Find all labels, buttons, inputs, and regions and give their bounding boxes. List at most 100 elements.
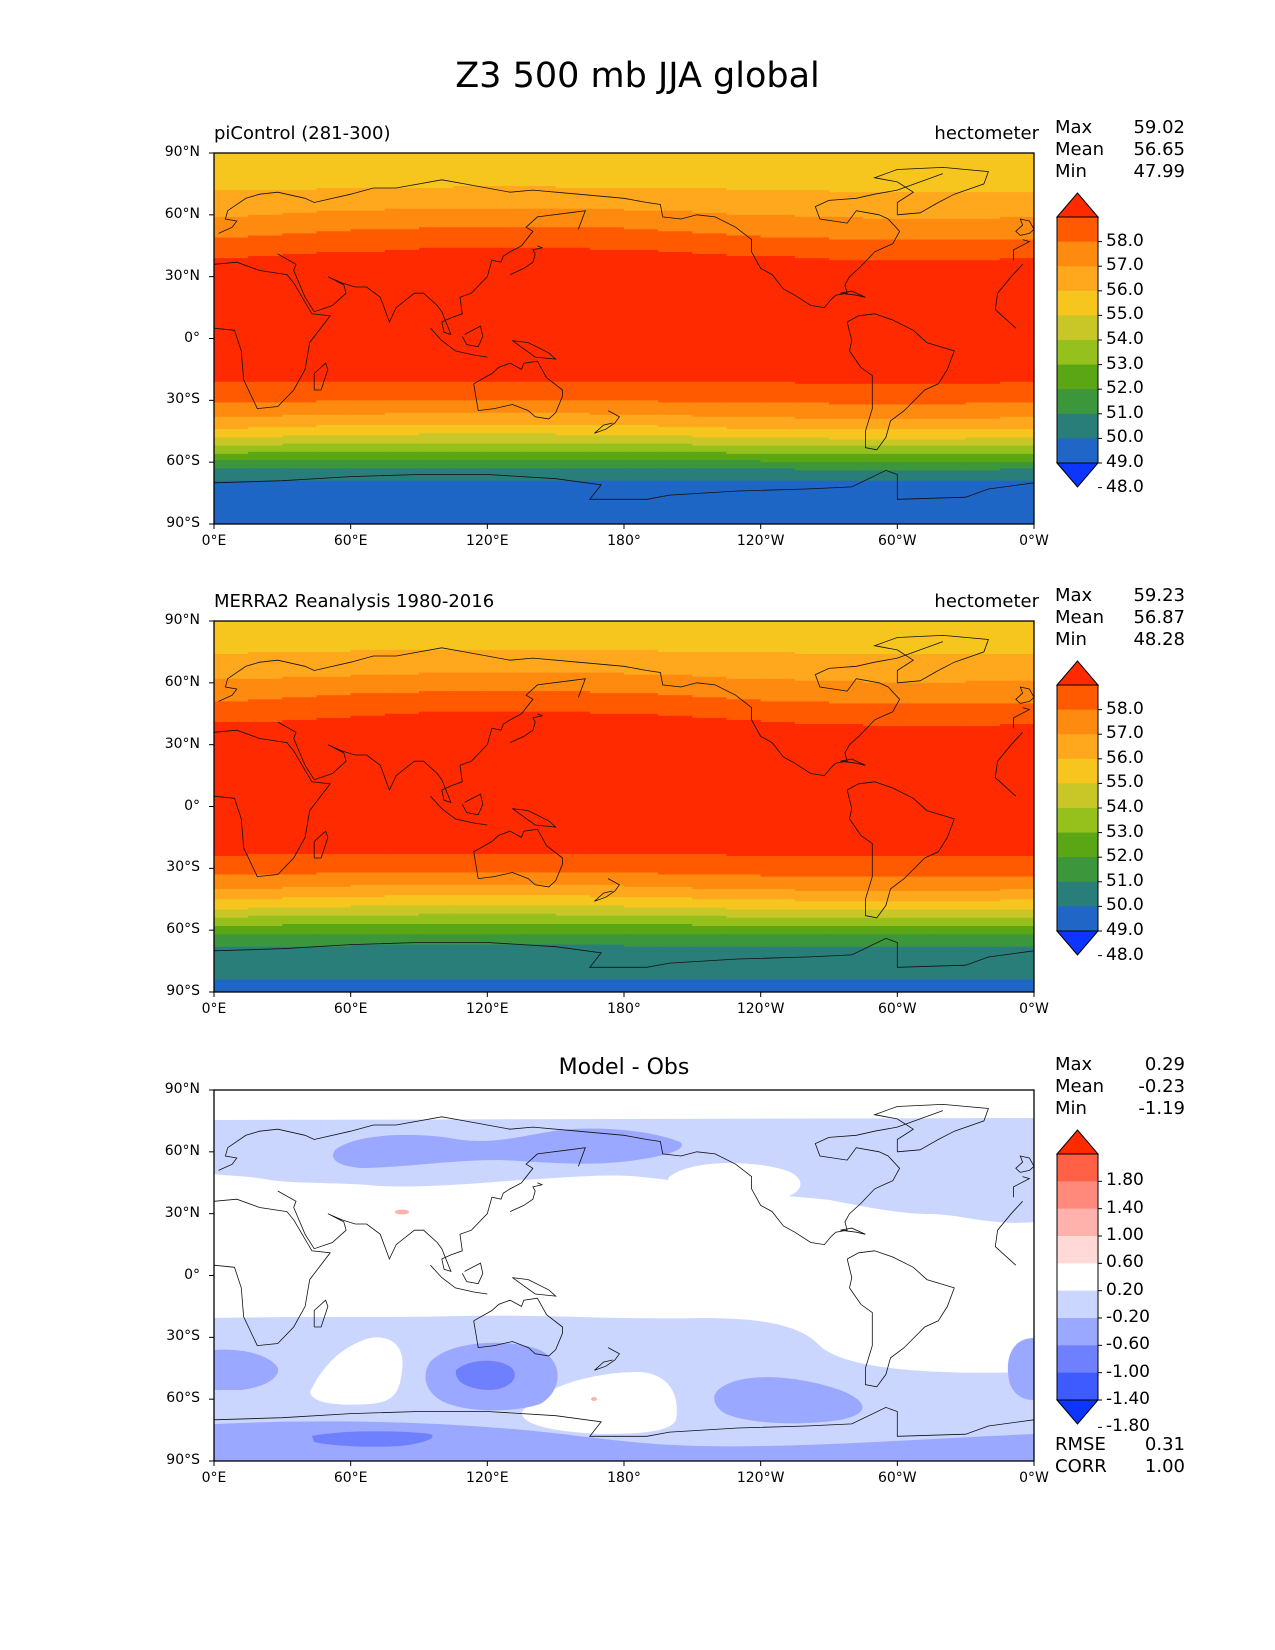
field-cell [589,387,625,391]
field-cell [384,406,420,410]
field-cell [931,503,967,507]
field-cell [350,311,386,315]
field-cell [794,402,830,406]
field-cell [931,256,967,259]
field-cell [999,266,1034,270]
field-cell [999,643,1034,647]
field-cell [965,293,1001,296]
field-cell [248,493,283,496]
field-cell [419,177,454,181]
field-cell [487,262,523,265]
field-cell [726,276,762,280]
field-cell [487,381,523,385]
field-cell [214,272,249,276]
field-cell [350,155,386,158]
field-cell [419,412,454,416]
field-cell [999,509,1034,513]
field-cell [384,470,420,474]
field-cell [350,179,386,183]
field-cell [248,262,283,265]
field-cell [521,402,557,406]
field-cell [282,225,318,228]
field-cell [555,396,591,399]
field-cell [350,223,386,226]
field-cell [589,221,625,224]
field-cell [829,495,864,498]
field-cell [384,293,420,296]
field-cell [829,653,864,657]
field-cell [248,328,283,331]
field-cell [794,491,830,494]
field-cell [555,165,591,169]
field-cell [282,218,318,222]
field-cell [350,157,386,160]
field-cell [863,404,898,408]
field-cell [453,501,488,504]
field-cell [419,468,454,472]
field-cell [589,513,625,517]
field-cell [965,190,1001,193]
field-cell [350,216,386,220]
field-cell [453,270,488,274]
field-cell [350,377,386,381]
field-cell [282,350,318,354]
field-cell [658,227,693,230]
field-cell [931,303,967,307]
field-cell [419,245,454,249]
field-cell [726,641,762,645]
field-cell [521,443,557,447]
field-cell [350,319,386,323]
field-cell [214,208,249,212]
field-cell [931,309,967,313]
field-cell [487,497,523,500]
field-cell [453,212,488,216]
field-cell [624,509,659,513]
field-cell [384,429,420,432]
field-cell [863,420,898,424]
field-cell [692,521,728,524]
field-cell [453,293,488,296]
field-cell [487,293,523,296]
field-cell [214,458,249,461]
field-cell [829,488,864,492]
field-cell [726,274,762,278]
field-cell [726,153,762,156]
field-cell [419,272,454,276]
field-cell [521,216,557,220]
field-cell [248,639,283,643]
field-cell [350,460,386,463]
field-cell [555,200,591,204]
field-cell [316,332,352,335]
field-cell [487,210,523,214]
field-cell [419,266,454,270]
field-cell [487,660,523,663]
field-cell [316,400,352,403]
field-cell [624,412,659,416]
field-cell [999,482,1034,486]
field-cell [829,379,864,383]
field-cell [794,324,830,327]
field-cell [965,404,1001,408]
field-cell [658,466,693,469]
field-cell [384,629,420,632]
field-cell [419,375,454,379]
field-cell [316,342,352,346]
field-cell [350,218,386,222]
field-cell [760,354,796,358]
field-cell [555,177,591,181]
field-cell [863,293,898,296]
field-cell [726,497,762,500]
field-cell [999,326,1034,329]
field-cell [624,365,659,368]
field-cell [248,418,283,422]
field-cell [829,472,864,476]
field-cell [692,289,728,292]
field-cell [794,387,830,391]
field-cell [419,445,454,449]
field-cell [726,192,762,195]
field-cell [999,645,1034,649]
field-cell [555,289,591,292]
field-cell [760,429,796,432]
field-cell [316,375,352,379]
field-cell [555,338,591,342]
